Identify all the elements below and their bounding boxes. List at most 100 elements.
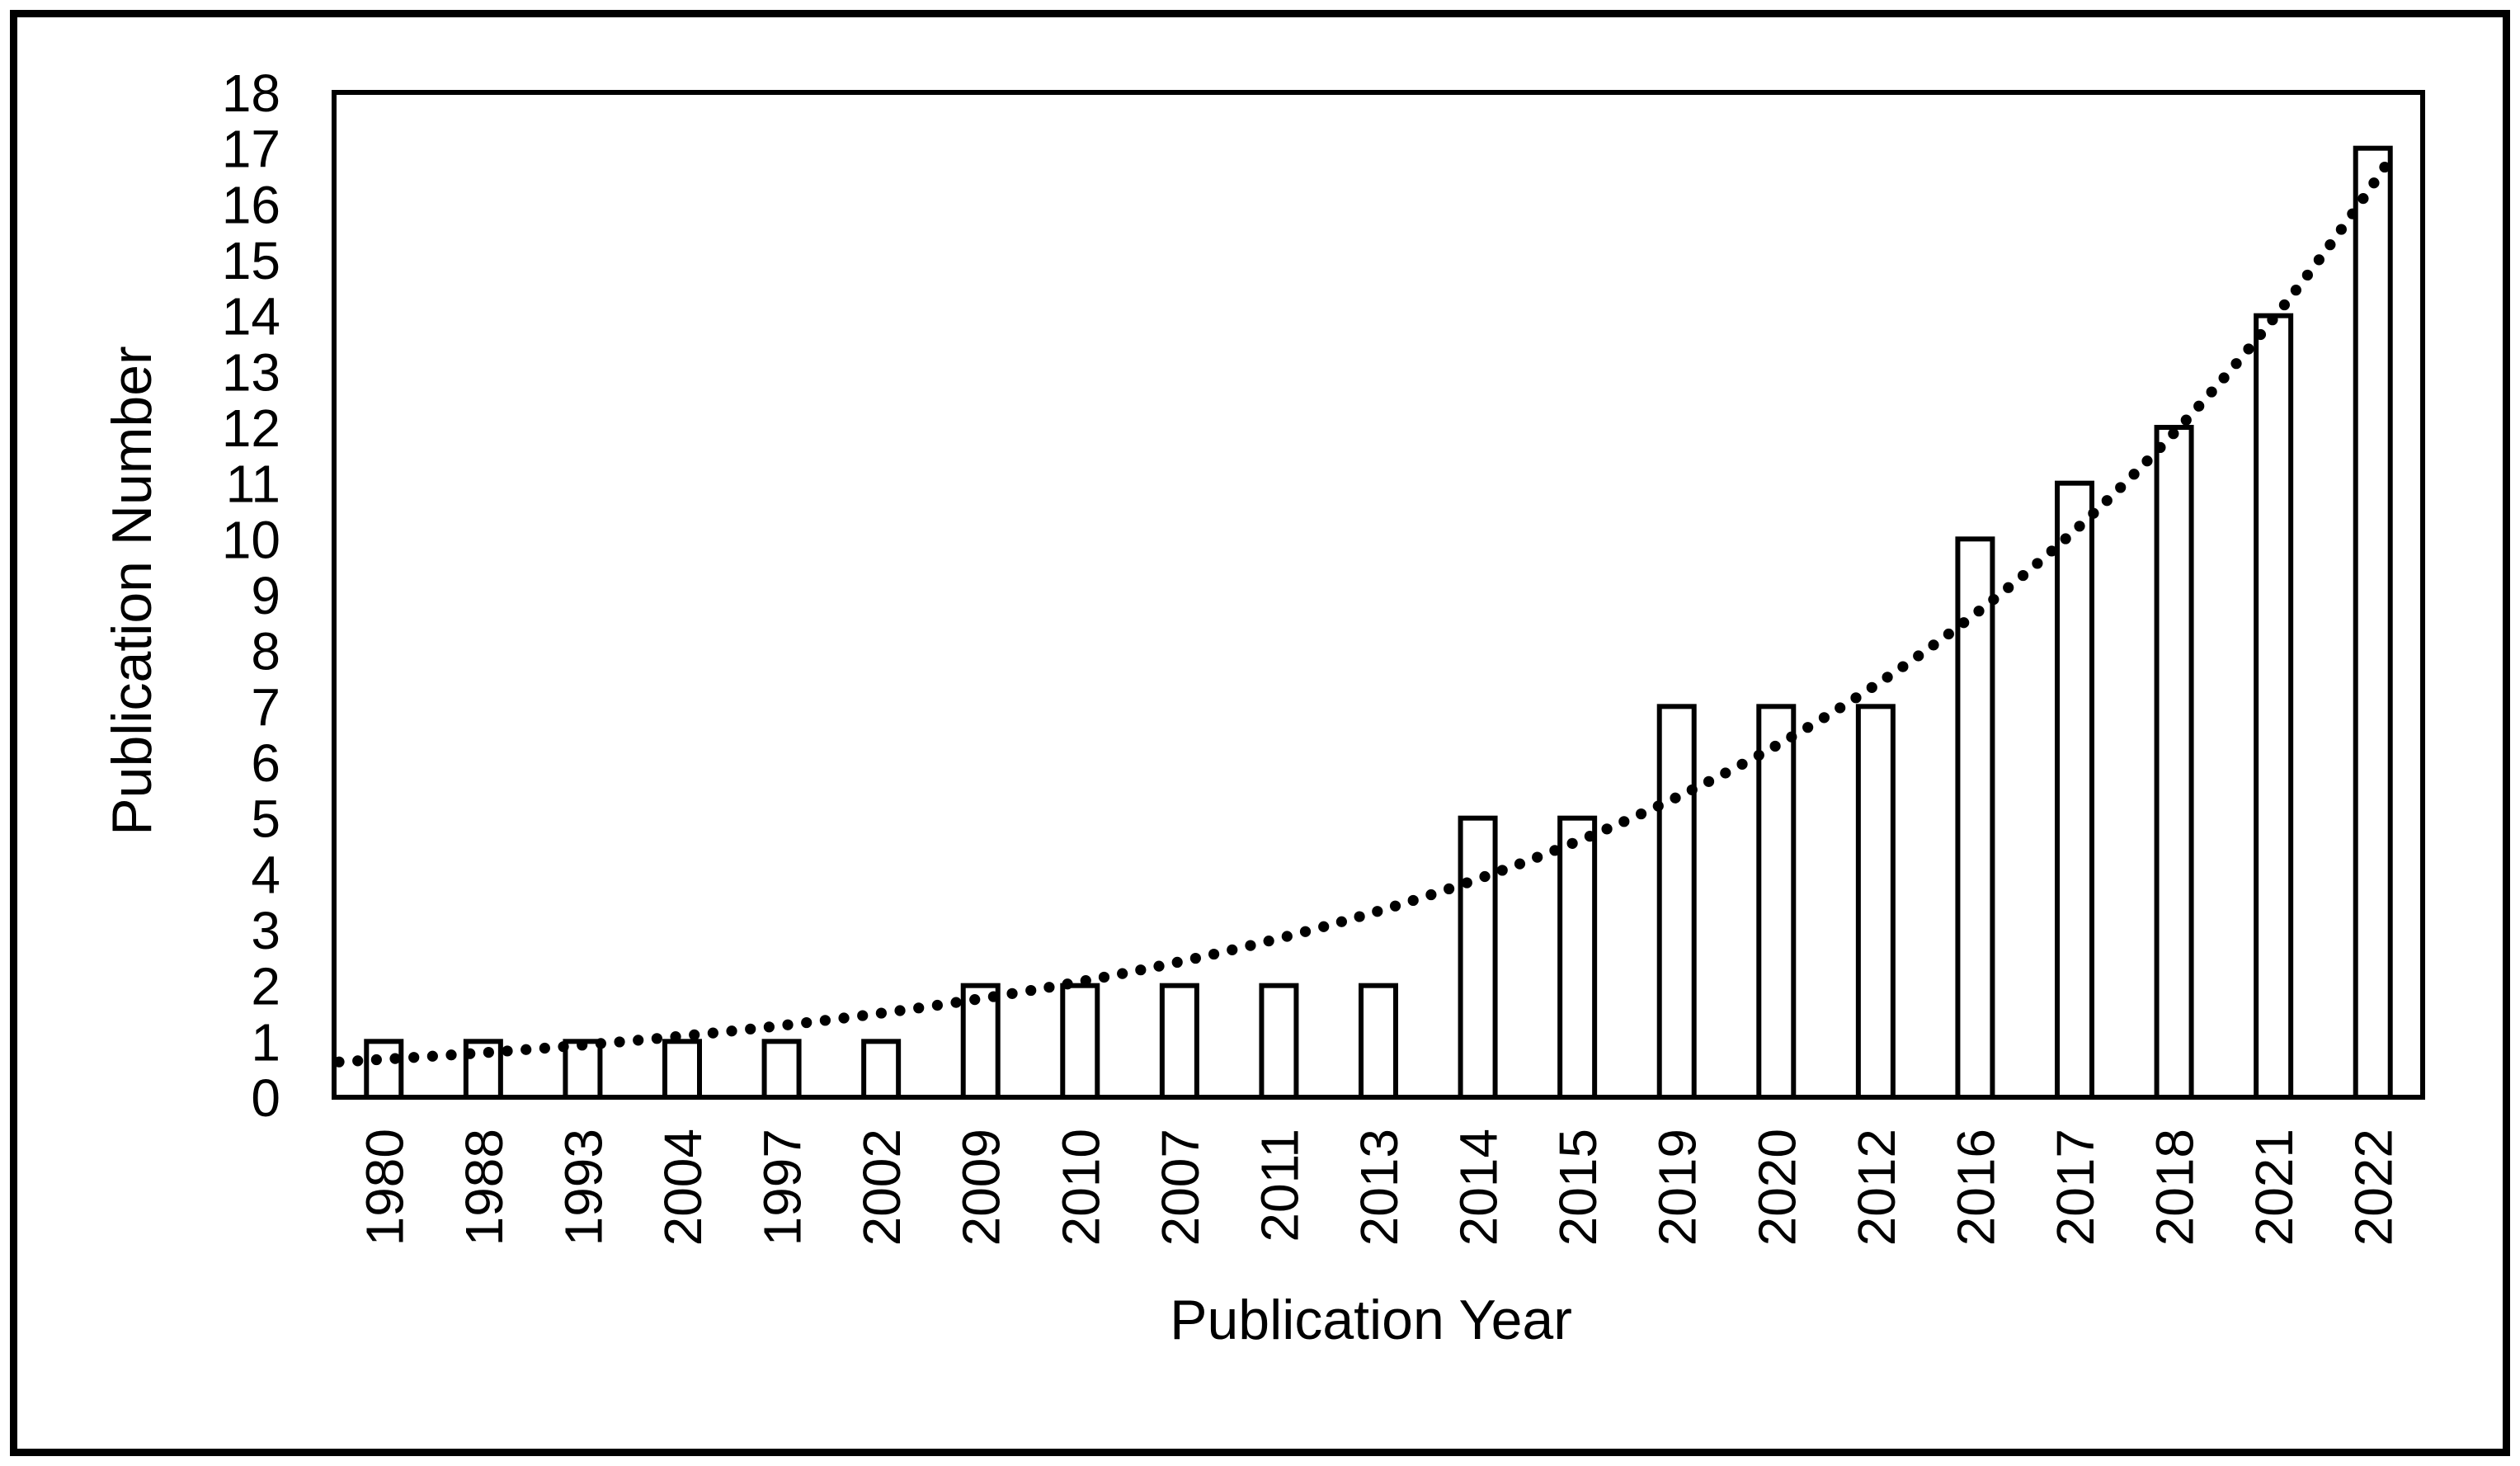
trendline-dot	[1566, 837, 1578, 849]
x-axis-title: Publication Year	[1170, 1289, 1572, 1351]
trendline-dot	[969, 994, 981, 1006]
x-tick-label-2017: 2017	[2046, 1129, 2105, 1246]
y-tick-label-15: 15	[222, 231, 280, 290]
trendline-dot	[2003, 582, 2014, 593]
trendline-dot	[2325, 239, 2336, 251]
x-tick-label-1988: 1988	[455, 1129, 514, 1246]
x-tick-label-2020: 2020	[1747, 1129, 1806, 1246]
bar-2017	[2055, 480, 2094, 1100]
trendline-dot	[1584, 831, 1595, 842]
trendline-dot	[2088, 507, 2099, 519]
y-tick-label-8: 8	[251, 622, 280, 681]
trendline-dot	[651, 1033, 662, 1044]
x-tick-label-2012: 2012	[1847, 1129, 1906, 1246]
trendline-dot	[1318, 921, 1330, 932]
y-tick-label-6: 6	[251, 733, 280, 793]
bar-2020	[1756, 704, 1797, 1100]
trendline-dot	[819, 1015, 831, 1026]
trendline-dot	[1736, 758, 1748, 770]
trendline-dot	[763, 1021, 775, 1033]
trendline-dot	[745, 1023, 756, 1035]
trendline-dot	[2379, 161, 2390, 173]
trendline-dot	[408, 1052, 420, 1063]
trendline-dot	[2155, 441, 2166, 454]
trendline-dot	[1479, 870, 1491, 883]
trendline-dot	[2141, 455, 2153, 467]
x-tick-label-2002: 2002	[852, 1129, 911, 1246]
trendline-dot	[2301, 269, 2313, 281]
bar-2004	[662, 1039, 702, 1101]
y-tick-label-2: 2	[251, 957, 280, 1016]
trendline-dot	[1227, 944, 1238, 955]
trendline-dot	[950, 997, 962, 1008]
y-tick-label-13: 13	[222, 342, 280, 402]
x-tick-label-2009: 2009	[952, 1129, 1011, 1246]
trendline-dot	[1189, 952, 1201, 964]
y-tick-label-3: 3	[251, 901, 280, 960]
trendline-dot	[2254, 328, 2267, 341]
trendline-dot	[1958, 617, 1970, 629]
bar-2012	[1855, 704, 1896, 1100]
trendline-dot	[2278, 299, 2291, 311]
trendline-dot	[1062, 978, 1073, 990]
bar-2015	[1557, 815, 1598, 1101]
trendline-dot	[689, 1029, 700, 1041]
trendline-dot	[502, 1045, 513, 1057]
trendline-dot	[1407, 894, 1419, 907]
trendline-dot	[1703, 775, 1715, 787]
y-tick-label-4: 4	[251, 845, 280, 904]
bar-2011	[1259, 983, 1299, 1100]
bar-1980	[364, 1039, 404, 1101]
trendline-dot	[670, 1031, 681, 1043]
x-tick-label-2021: 2021	[2244, 1129, 2304, 1246]
trendline-dot	[1686, 784, 1698, 796]
trendline-dot	[614, 1036, 625, 1048]
trendline-dot	[1425, 889, 1437, 901]
x-tick-label-2013: 2013	[1349, 1129, 1409, 1246]
trendline-dot	[2368, 177, 2380, 189]
trendline-dot	[577, 1039, 588, 1051]
bar-2019	[1656, 704, 1697, 1100]
trendline-dot	[2180, 414, 2192, 426]
trendline-dot	[464, 1048, 476, 1059]
trendline-dot	[2017, 569, 2029, 582]
trendline-dot	[1618, 816, 1630, 827]
bar-2022	[2353, 145, 2393, 1101]
trendline-dot	[1496, 865, 1508, 876]
trendline-dot	[782, 1019, 794, 1030]
trendline-dot	[1928, 639, 1939, 651]
trendline-dot	[1601, 823, 1613, 835]
y-tick-label-12: 12	[222, 398, 280, 458]
trendline-dot	[2313, 254, 2325, 266]
bar-2010	[1060, 983, 1100, 1100]
trendline-dot	[2046, 545, 2057, 557]
trendline-dot	[2206, 386, 2217, 398]
trendline-dot	[1389, 900, 1401, 912]
trendline-dot	[1532, 851, 1543, 863]
trendline-dot	[987, 991, 999, 1002]
trendline-dot	[2060, 533, 2071, 544]
trendline-dot	[875, 1007, 887, 1019]
x-tick-label-2011: 2011	[1250, 1129, 1309, 1242]
trendline-dot	[1080, 975, 1091, 987]
trendline-dot	[1006, 988, 1018, 999]
trendline-dot	[2243, 343, 2254, 355]
trendline-dot	[1897, 661, 1909, 672]
y-tick-label-9: 9	[251, 566, 280, 625]
trendline-dot	[1866, 681, 1877, 693]
trendline-dot	[838, 1012, 850, 1024]
trendline-dot	[2267, 314, 2278, 326]
x-tick-label-2015: 2015	[1548, 1129, 1608, 1246]
trendline-dot	[1802, 722, 1814, 733]
trendline-dot	[2347, 208, 2358, 219]
trendline-dot	[2193, 400, 2205, 412]
trendline-dot	[913, 1002, 925, 1014]
trendline-dot	[1043, 982, 1055, 993]
trendline-dot	[1835, 702, 1846, 714]
trendline-dot	[1245, 940, 1256, 951]
y-tick-label-11: 11	[226, 455, 280, 514]
trendline-dot	[2115, 482, 2127, 493]
trendline-dot	[370, 1054, 382, 1066]
trendline-dot	[1769, 740, 1781, 752]
